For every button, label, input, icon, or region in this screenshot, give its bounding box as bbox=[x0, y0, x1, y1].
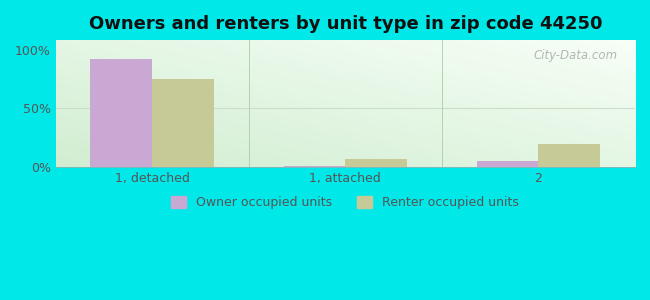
Bar bbox=[538, 144, 600, 167]
Bar bbox=[476, 161, 538, 167]
Bar bbox=[283, 166, 345, 167]
Bar bbox=[90, 59, 152, 167]
Legend: Owner occupied units, Renter occupied units: Owner occupied units, Renter occupied un… bbox=[166, 191, 525, 214]
Title: Owners and renters by unit type in zip code 44250: Owners and renters by unit type in zip c… bbox=[88, 15, 602, 33]
Text: City-Data.com: City-Data.com bbox=[534, 49, 618, 62]
Bar bbox=[345, 159, 407, 167]
Bar bbox=[152, 79, 214, 167]
